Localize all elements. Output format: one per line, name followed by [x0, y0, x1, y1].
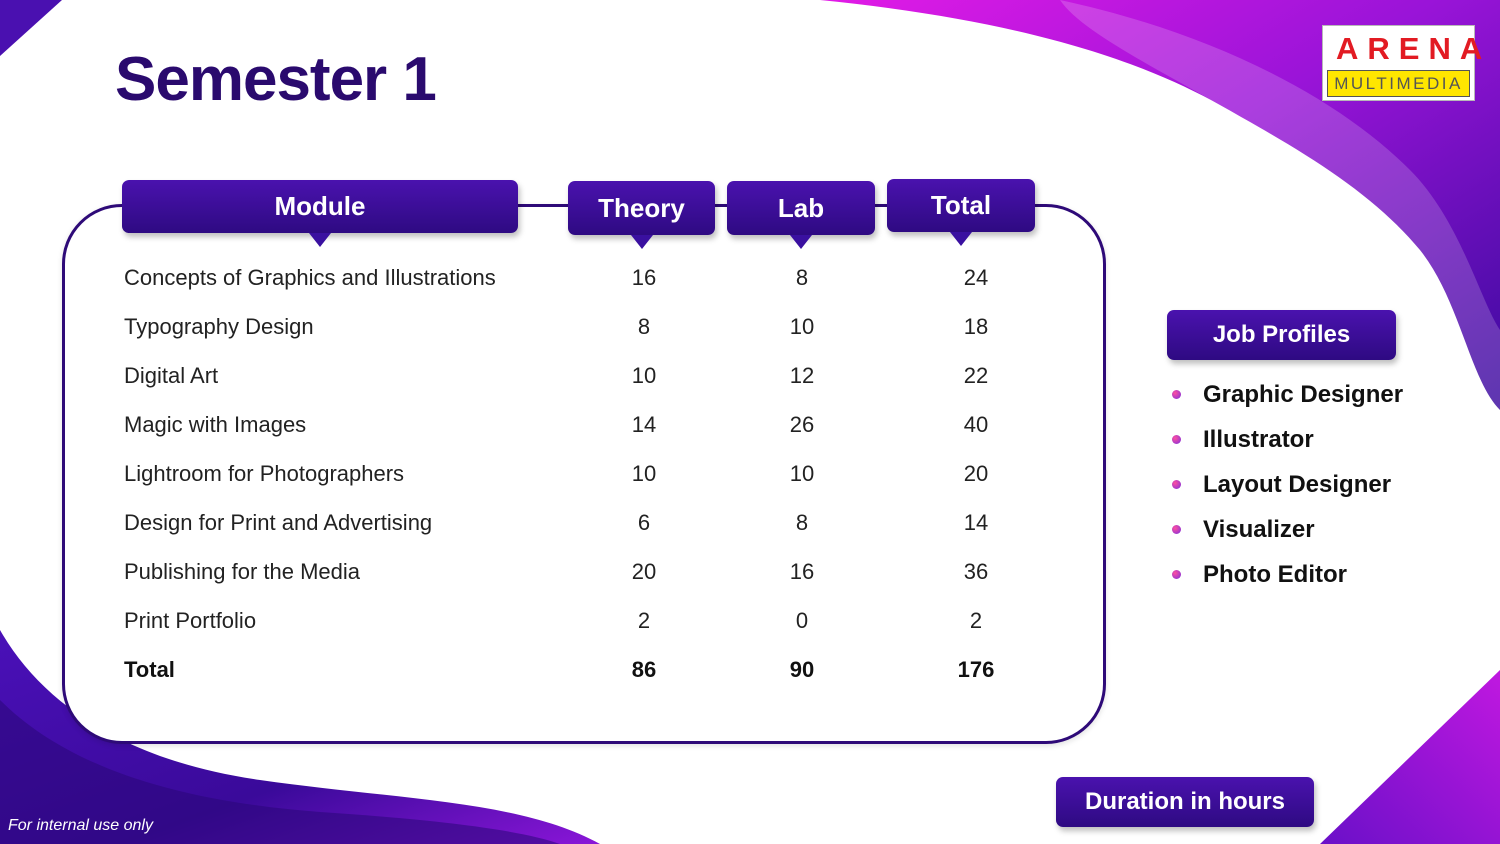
lab-cell: 16	[789, 559, 815, 584]
total-label: Total	[124, 657, 175, 682]
bullet-dot-icon	[1172, 480, 1181, 489]
theory-cell: 2	[637, 608, 651, 633]
job-profiles-heading: Job Profiles	[1167, 310, 1396, 360]
module-cell: Print Portfolio	[124, 608, 257, 633]
job-profiles-list: Graphic Designer Illustrator Layout Desi…	[1170, 372, 1403, 597]
total-cell: 2	[969, 608, 983, 633]
header-lab: Lab	[727, 181, 875, 249]
lab-cell: 8	[795, 265, 809, 290]
job-profile-label: Layout Designer	[1203, 471, 1392, 498]
footer-note: For internal use only	[8, 817, 153, 834]
theory-cell: 20	[631, 559, 657, 584]
list-item: Photo Editor	[1170, 552, 1403, 597]
module-cell: Design for Print and Advertising	[124, 510, 433, 535]
module-cell: Lightroom for Photographers	[124, 461, 405, 486]
list-item: Layout Designer	[1170, 462, 1403, 507]
total-cell: 40	[963, 412, 989, 437]
bullet-dot-icon	[1172, 525, 1181, 534]
job-profile-label: Illustrator	[1203, 426, 1314, 453]
total-cell: 20	[963, 461, 989, 486]
table-row: Print Portfolio 2 0 2	[0, 601, 1100, 641]
module-cell: Concepts of Graphics and Illustrations	[124, 265, 496, 290]
lab-cell: 10	[789, 461, 815, 486]
grand-total: 176	[957, 657, 995, 682]
logo-wordmark-top: ARENA	[1336, 31, 1492, 66]
module-cell: Publishing for the Media	[124, 559, 361, 584]
total-cell: 36	[963, 559, 989, 584]
job-profile-label: Photo Editor	[1203, 561, 1347, 588]
bullet-dot-icon	[1172, 570, 1181, 579]
theory-total: 86	[631, 657, 657, 682]
table-frame	[62, 204, 1106, 744]
lab-total: 90	[789, 657, 815, 682]
page-title: Semester 1	[115, 45, 437, 114]
list-item: Illustrator	[1170, 417, 1403, 462]
header-total: Total	[887, 179, 1035, 246]
table-row: Digital Art 10 12 22	[0, 356, 1100, 396]
table-row: Design for Print and Advertising 6 8 14	[0, 503, 1100, 543]
lab-cell: 10	[789, 314, 815, 339]
arena-multimedia-logo: ARENA MULTIMEDIA	[1322, 25, 1492, 101]
list-item: Visualizer	[1170, 507, 1403, 552]
bullet-dot-icon	[1172, 435, 1181, 444]
theory-cell: 10	[631, 363, 657, 388]
list-item: Graphic Designer	[1170, 372, 1403, 417]
total-cell: 14	[963, 510, 989, 535]
table-row: Magic with Images 14 26 40	[0, 405, 1100, 445]
header-module: Module	[122, 180, 518, 247]
theory-cell: 16	[631, 265, 657, 290]
module-cell: Digital Art	[124, 363, 219, 388]
lab-cell: 8	[795, 510, 809, 535]
total-cell: 18	[963, 314, 989, 339]
total-cell: 24	[963, 265, 989, 290]
total-cell: 22	[963, 363, 989, 388]
logo-wordmark-bottom: MULTIMEDIA	[1327, 70, 1470, 97]
lab-cell: 12	[789, 363, 815, 388]
header-theory: Theory	[568, 181, 715, 249]
table-row: Publishing for the Media 20 16 36	[0, 552, 1100, 592]
duration-label: Duration in hours	[1056, 777, 1314, 827]
table-row: Concepts of Graphics and Illustrations 1…	[0, 258, 1100, 298]
theory-cell: 6	[637, 510, 651, 535]
job-profile-label: Visualizer	[1203, 516, 1315, 543]
bullet-dot-icon	[1172, 390, 1181, 399]
job-profile-label: Graphic Designer	[1203, 381, 1404, 408]
lab-cell: 26	[789, 412, 815, 437]
table-total-row: Total 86 90 176	[0, 650, 1100, 690]
table-row: Typography Design 8 10 18	[0, 307, 1100, 347]
module-cell: Typography Design	[124, 314, 314, 339]
theory-cell: 14	[631, 412, 657, 437]
theory-cell: 8	[637, 314, 651, 339]
module-cell: Magic with Images	[124, 412, 307, 437]
theory-cell: 10	[631, 461, 657, 486]
table-row: Lightroom for Photographers 10 10 20	[0, 454, 1100, 494]
lab-cell: 0	[795, 608, 809, 633]
